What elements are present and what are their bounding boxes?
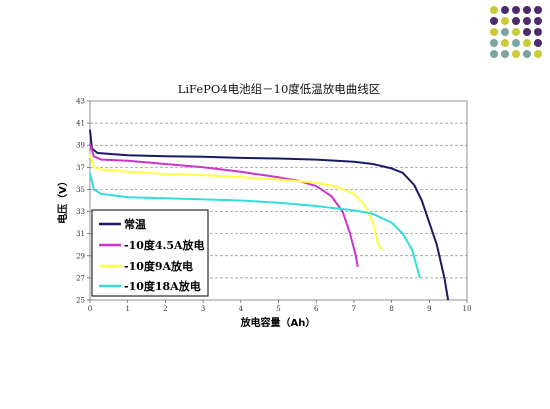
legend-label-2: -10度9A放电: [124, 259, 193, 273]
y-axis-ticks: 25 27 29 31 33 35 37 39 41 43: [76, 98, 90, 305]
x-tick-label: 7: [352, 305, 356, 313]
x-tick-label: 0: [88, 305, 92, 313]
series-line-2: [89, 153, 384, 251]
x-axis-label: 放电容量（Ah）: [240, 316, 316, 329]
decor-dot: [523, 28, 531, 36]
x-axis-ticks: 0 1 2 3 4 5 6 7 8 9 10: [88, 300, 472, 313]
y-tick-label: 43: [76, 98, 85, 106]
legend-label-3: -10度18A放电: [124, 279, 201, 293]
decor-dot: [512, 28, 520, 36]
decor-dot: [501, 17, 509, 25]
decor-dot: [523, 17, 531, 25]
decor-dot: [534, 39, 542, 47]
legend: 常温 -10度4.5A放电 -10度9A放电 -10度18A放电: [91, 209, 209, 297]
x-tick-label: 10: [463, 305, 472, 313]
y-tick-label: 41: [76, 120, 85, 128]
decor-dot: [501, 50, 509, 58]
decor-dot: [512, 39, 520, 47]
chart-title: LiFePO4电池组－10度低温放电曲线区: [178, 82, 381, 96]
decor-dot: [512, 50, 520, 58]
decor-dot: [534, 17, 542, 25]
y-tick-label: 25: [76, 297, 85, 305]
series-lines: [89, 129, 450, 301]
series-line-3: [89, 172, 421, 279]
x-tick-label: 3: [201, 305, 205, 313]
legend-label-0: 常温: [124, 217, 146, 231]
decor-dot: [490, 39, 498, 47]
x-tick-label: 4: [239, 305, 244, 313]
y-axis-label: 电压（V）: [56, 176, 69, 224]
decor-dot: [501, 28, 509, 36]
y-tick-label: 27: [76, 274, 85, 282]
decor-dot: [523, 50, 531, 58]
decor-dot: [534, 50, 542, 58]
decor-dot: [523, 6, 531, 14]
y-tick-label: 35: [76, 186, 85, 194]
y-tick-label: 31: [76, 230, 85, 238]
x-tick-label: 1: [125, 305, 129, 313]
decor-dot: [523, 39, 531, 47]
y-tick-label: 33: [76, 208, 85, 216]
x-tick-label: 6: [314, 305, 319, 313]
decor-dot: [534, 6, 542, 14]
decor-dot: [501, 6, 509, 14]
y-tick-label: 39: [76, 142, 85, 150]
decor-dot: [490, 6, 498, 14]
x-tick-label: 8: [389, 305, 393, 313]
decor-dot: [490, 17, 498, 25]
y-tick-label: 37: [76, 164, 85, 172]
decor-dot: [534, 28, 542, 36]
x-tick-label: 2: [163, 305, 167, 313]
series-line-0: [89, 129, 450, 301]
x-tick-label: 5: [276, 305, 280, 313]
decor-dot: [490, 50, 498, 58]
x-tick-label: 9: [427, 305, 431, 313]
y-tick-label: 29: [76, 252, 85, 260]
decor-dot: [512, 6, 520, 14]
decor-dot: [512, 17, 520, 25]
series-line-1: [89, 143, 359, 267]
legend-label-1: -10度4.5A放电: [124, 238, 205, 252]
decor-dot: [490, 28, 498, 36]
decor-dot: [501, 39, 509, 47]
